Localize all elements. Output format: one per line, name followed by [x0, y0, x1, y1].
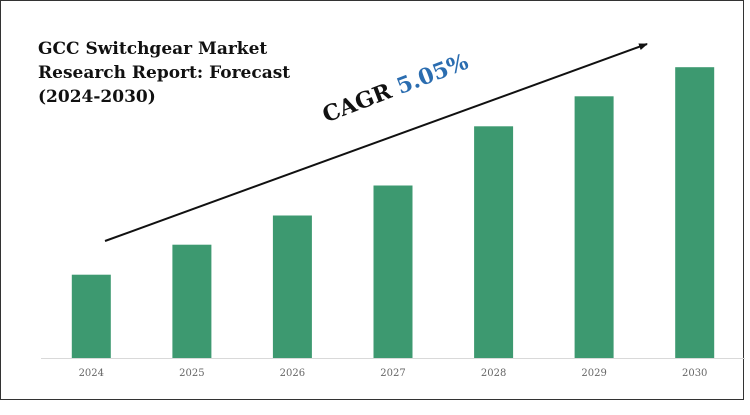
- x-tick-label-2027: 2027: [380, 368, 405, 379]
- chart-title-line-2: Research Report: Forecast: [38, 63, 291, 83]
- cagr-trend-arrow: [104, 43, 648, 242]
- bar-2027: [373, 185, 413, 358]
- chart-title-line-3: (2024-2030): [38, 87, 156, 107]
- footer-strip: [0, 400, 750, 415]
- x-tick-labels: 2024 2025 2026 2027 2028 2029 2030: [79, 368, 708, 379]
- chart-title-line-1: GCC Switchgear Market: [38, 39, 268, 59]
- bar-2025: [172, 244, 212, 358]
- bar-2024: [71, 274, 111, 358]
- chart-title: GCC Switchgear Market Research Report: F…: [38, 37, 298, 109]
- x-tick-label-2024: 2024: [79, 368, 104, 379]
- x-tick-label-2025: 2025: [179, 368, 204, 379]
- x-tick-label-2029: 2029: [581, 368, 606, 379]
- chart-panel: GCC Switchgear Market Research Report: F…: [0, 0, 745, 400]
- bars-layer: [71, 67, 715, 359]
- bar-2029: [574, 96, 614, 359]
- x-tick-label-2030: 2030: [682, 368, 707, 379]
- bar-2026: [272, 215, 312, 358]
- bar-2028: [474, 126, 514, 358]
- x-tick-label-2028: 2028: [481, 368, 506, 379]
- bar-chart: 2024 2025 2026 2027 2028 2029 2030: [41, 43, 745, 379]
- bar-2030: [675, 67, 715, 358]
- x-tick-label-2026: 2026: [280, 368, 305, 379]
